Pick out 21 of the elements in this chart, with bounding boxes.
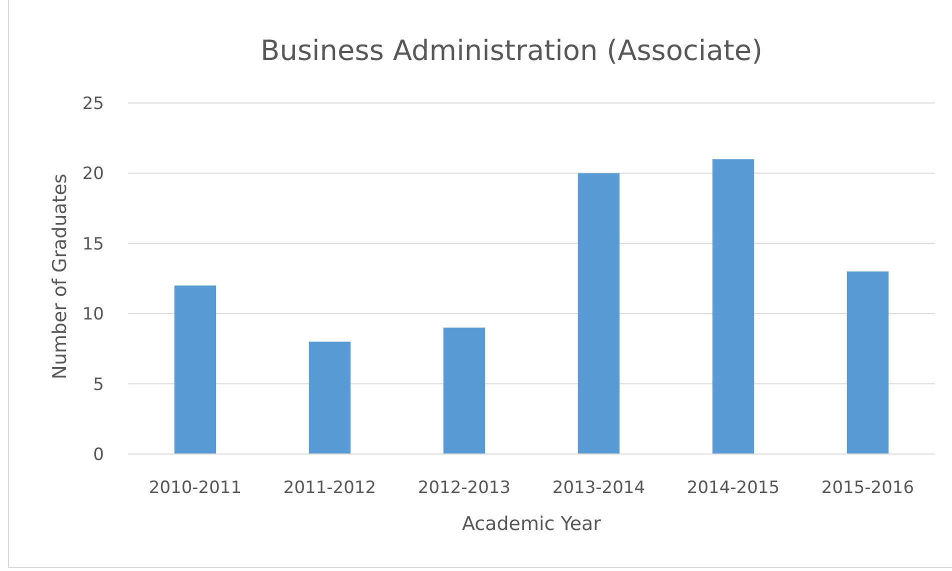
x-tick-label: 2010-2011 [148,478,242,498]
y-tick-label: 5 [93,374,104,395]
y-tick-label: 0 [93,444,104,465]
y-tick-label: 10 [82,304,104,325]
bar [174,286,216,454]
bar [308,342,351,454]
x-tick-label: 2015-2016 [821,478,914,498]
x-tick-label: 2012-2013 [418,478,511,498]
bar [712,159,754,454]
bar [846,271,889,454]
x-axis-title: Academic Year [462,513,602,535]
y-tick-label: 25 [82,94,104,114]
y-axis-title: Number of Graduates [49,174,71,380]
bar [443,328,486,454]
bar [578,173,620,454]
y-tick-label: 15 [82,234,104,254]
y-tick-label: 20 [82,164,104,184]
x-tick-label: 2014-2015 [686,478,780,498]
x-tick-label: 2011-2012 [283,478,376,498]
x-tick-label: 2013-2014 [552,478,646,498]
chart-title: Business Administration (Associate) [260,34,763,67]
